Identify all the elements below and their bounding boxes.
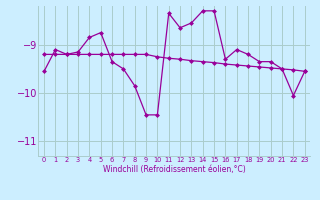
X-axis label: Windchill (Refroidissement éolien,°C): Windchill (Refroidissement éolien,°C) [103,165,246,174]
